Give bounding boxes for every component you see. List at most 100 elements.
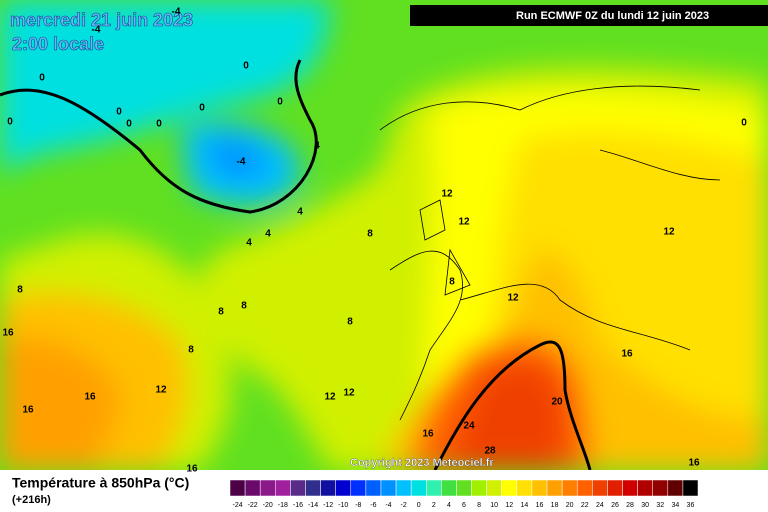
contour-label: 0: [741, 118, 747, 129]
contour-label: 0: [277, 97, 283, 108]
contour-label: 16: [186, 464, 198, 475]
colorbar-label: -18: [278, 502, 288, 509]
contour-label: 8: [367, 229, 373, 240]
colorbar-swatch: [350, 479, 367, 497]
header-bar: Run ECMWF 0Z du lundi 12 juin 2023: [410, 5, 768, 26]
colorbar-swatch: [516, 479, 533, 497]
copyright: Copyright 2023 Meteociel.fr: [350, 457, 494, 469]
colorbar-label: -10: [338, 502, 348, 509]
colorbar-label: 36: [687, 502, 695, 509]
contour-label: 16: [688, 458, 700, 469]
colorbar-swatch: [531, 479, 548, 497]
colorbar-swatch: [607, 479, 623, 497]
colorbar-label: 34: [671, 502, 679, 509]
colorbar-label: -20: [263, 502, 273, 509]
contour-label: 12: [343, 388, 355, 399]
colorbar-swatch: [471, 479, 487, 497]
legend-subtitle: (+216h): [12, 494, 51, 506]
colorbar-swatch: [259, 479, 276, 497]
contour-label: 0: [7, 117, 13, 128]
contour-label: 16: [2, 328, 14, 339]
colorbar-swatch: [561, 479, 578, 497]
colorbar-label: 26: [611, 502, 619, 509]
colorbar-swatch: [667, 479, 684, 497]
contour-label: 16: [422, 429, 434, 440]
colorbar-label: -22: [248, 502, 258, 509]
contour-label: 8: [17, 285, 23, 296]
colorbar-swatch: [244, 479, 261, 497]
contour-label: 12: [441, 189, 453, 200]
colorbar-swatch: [229, 479, 246, 497]
colorbar-label: -8: [355, 502, 361, 509]
colorbar-label: 28: [626, 502, 634, 509]
colorbar-swatch: [456, 479, 472, 497]
colorbar-label: -12: [323, 502, 333, 509]
contour-label: 12: [507, 293, 519, 304]
colorbar-label: 8: [477, 502, 481, 509]
colorbar-label: 0: [417, 502, 421, 509]
temperature-field: [0, 0, 768, 471]
colorbar-label: -14: [308, 502, 318, 509]
date-title: mercredi 21 juin 2023: [10, 10, 193, 30]
contour-label: 4: [246, 238, 252, 249]
time-title: 2:00 locale: [12, 34, 104, 54]
colorbar-label: -4: [385, 502, 391, 509]
colorbar-swatch: [637, 479, 653, 497]
run-info: Run ECMWF 0Z du lundi 12 juin 2023: [516, 10, 709, 22]
contour-label: 12: [324, 392, 336, 403]
contour-label: 0: [116, 107, 122, 118]
colorbar-swatch: [290, 479, 306, 497]
colorbar-label: 4: [447, 502, 451, 509]
colorbar-label: 16: [536, 502, 544, 509]
colorbar-swatch: [501, 479, 518, 497]
contour-label: 0: [199, 103, 205, 114]
colorbar-swatch: [365, 479, 382, 497]
colorbar: -24 -22 -20 -18 -16 -14 -12 -10 -8 -6 -4 -2 0 2 4 6 8 10 1…: [229, 479, 699, 509]
colorbar-label: 2: [432, 502, 436, 509]
colorbar-swatch: [576, 479, 593, 497]
contour-label: 24: [463, 421, 475, 432]
contour-label: 12: [663, 227, 675, 238]
contour-label: -4: [237, 157, 246, 168]
colorbar-swatch: [486, 479, 502, 497]
colorbar-swatch: [426, 479, 442, 497]
colorbar-swatch: [335, 479, 352, 497]
contour-label: -4: [172, 7, 181, 18]
contour-label: 8: [449, 277, 455, 288]
colorbar-swatch: [652, 479, 669, 497]
colorbar-swatch: [320, 479, 336, 497]
colorbar-swatch: [380, 479, 397, 497]
contour-label: 8: [218, 307, 224, 318]
legend-title: Température à 850hPa (°C): [12, 475, 189, 491]
colorbar-label: 20: [566, 502, 574, 509]
contour-label: 0: [156, 119, 162, 130]
colorbar-swatch: [682, 479, 699, 497]
colorbar-label: 32: [656, 502, 664, 509]
contour-label: 20: [551, 397, 563, 408]
contour-label: 16: [22, 405, 34, 416]
contour-label: 0: [39, 73, 45, 84]
colorbar-label: -2: [400, 502, 406, 509]
colorbar-label: 18: [551, 502, 559, 509]
contour-label: 28: [484, 446, 496, 457]
contour-label: 0: [126, 119, 132, 130]
colorbar-swatch: [622, 479, 638, 497]
contour-label: 12: [155, 385, 167, 396]
contour-label: 12: [458, 217, 470, 228]
colorbar-swatch: [592, 479, 608, 497]
contour-label: 4: [265, 229, 271, 240]
colorbar-label: 14: [520, 502, 528, 509]
colorbar-swatch: [305, 479, 321, 497]
contour-label: 16: [84, 392, 96, 403]
colorbar-label: 30: [641, 502, 649, 509]
colorbar-swatch: [275, 479, 291, 497]
colorbar-swatch: [546, 479, 563, 497]
contour-label: 8: [347, 317, 353, 328]
contour-label: 8: [188, 345, 194, 356]
colorbar-swatch: [395, 479, 412, 497]
contour-label: 8: [241, 301, 247, 312]
colorbar-swatch: [441, 479, 457, 497]
colorbar-swatch: [410, 479, 427, 497]
